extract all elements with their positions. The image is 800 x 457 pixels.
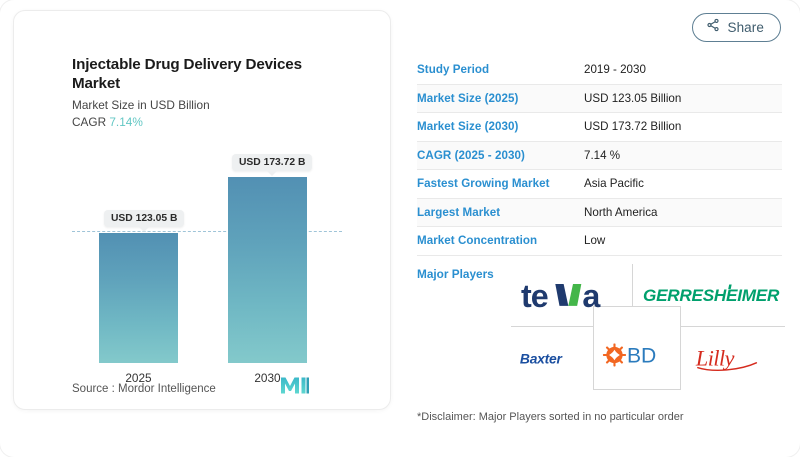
share-icon bbox=[706, 18, 720, 37]
svg-text:Lilly: Lilly bbox=[695, 346, 735, 371]
table-value: USD 173.72 Billion bbox=[584, 120, 682, 134]
table-value: USD 123.05 Billion bbox=[584, 91, 682, 105]
table-key: Study Period bbox=[417, 63, 490, 77]
table-value: 2019 - 2030 bbox=[584, 63, 646, 77]
major-players-title: Major Players bbox=[417, 267, 494, 281]
logo-baxter: Baxter bbox=[511, 342, 601, 376]
table-key: Market Size (2030) bbox=[417, 120, 519, 134]
table-key: Fastest Growing Market bbox=[417, 177, 550, 191]
logo-teva: te a bbox=[515, 272, 630, 320]
svg-text:te: te bbox=[521, 278, 548, 314]
chart-cagr-value: 7.14% bbox=[109, 115, 143, 129]
reference-dashed-line bbox=[72, 231, 342, 232]
mordor-intelligence-logo bbox=[280, 377, 310, 399]
x-axis-tick-2030: 2030 bbox=[254, 371, 281, 385]
market-summary-table: Study Period 2019 - 2030 Market Size (20… bbox=[417, 56, 782, 256]
table-row: Market Size (2025) USD 123.05 Billion bbox=[417, 84, 782, 113]
logo-bd: BD bbox=[597, 338, 679, 372]
table-row: Market Size (2030) USD 173.72 Billion bbox=[417, 113, 782, 142]
table-key: Market Concentration bbox=[417, 234, 538, 248]
svg-text:GERRESHEIMER: GERRESHEIMER bbox=[643, 286, 780, 305]
chart-subtitle: Market Size in USD Billion bbox=[72, 98, 210, 112]
bar-chart-plot: USD 123.05 B USD 173.72 B 2025 2030 bbox=[14, 11, 392, 411]
table-row: CAGR (2025 - 2030) 7.14 % bbox=[417, 141, 782, 170]
grid-divider-vertical bbox=[632, 264, 633, 326]
table-key: CAGR (2025 - 2030) bbox=[417, 148, 525, 162]
table-value: North America bbox=[584, 205, 658, 219]
table-value: Low bbox=[584, 234, 606, 248]
chart-title: Injectable Drug Delivery Devices Market bbox=[72, 56, 302, 93]
bar-2025 bbox=[99, 233, 178, 363]
table-row: Market Concentration Low bbox=[417, 227, 782, 256]
x-axis-tick-2025: 2025 bbox=[125, 371, 152, 385]
center-logo-box bbox=[593, 306, 681, 390]
svg-text:BD: BD bbox=[627, 345, 656, 368]
table-value: 7.14 % bbox=[584, 148, 621, 162]
major-players-grid: te a GERRESHEIMER Baxter bbox=[505, 262, 785, 390]
logo-gerresheimer: GERRESHEIMER bbox=[638, 276, 786, 316]
svg-text:Baxter: Baxter bbox=[520, 351, 564, 367]
bar-value-label-2025: USD 123.05 B bbox=[104, 210, 185, 232]
table-row: Fastest Growing Market Asia Pacific bbox=[417, 170, 782, 199]
table-row: Study Period 2019 - 2030 bbox=[417, 56, 782, 85]
chart-card: Injectable Drug Delivery Devices Market … bbox=[13, 10, 391, 410]
logo-lilly: Lilly bbox=[685, 340, 775, 378]
share-button-label: Share bbox=[727, 20, 764, 35]
share-button[interactable]: Share bbox=[692, 13, 781, 42]
table-key: Market Size (2025) bbox=[417, 91, 519, 105]
table-value: Asia Pacific bbox=[584, 177, 644, 191]
chart-cagr: CAGR 7.14% bbox=[72, 115, 143, 129]
bar-value-label-2030: USD 173.72 B bbox=[232, 154, 313, 176]
bar-2030 bbox=[228, 177, 307, 363]
svg-text:a: a bbox=[582, 278, 601, 314]
table-row: Largest Market North America bbox=[417, 198, 782, 227]
chart-source: Source : Mordor Intelligence bbox=[72, 383, 216, 395]
table-key: Largest Market bbox=[417, 205, 501, 219]
chart-cagr-label: CAGR bbox=[72, 115, 107, 129]
players-disclaimer: *Disclaimer: Major Players sorted in no … bbox=[417, 411, 684, 423]
